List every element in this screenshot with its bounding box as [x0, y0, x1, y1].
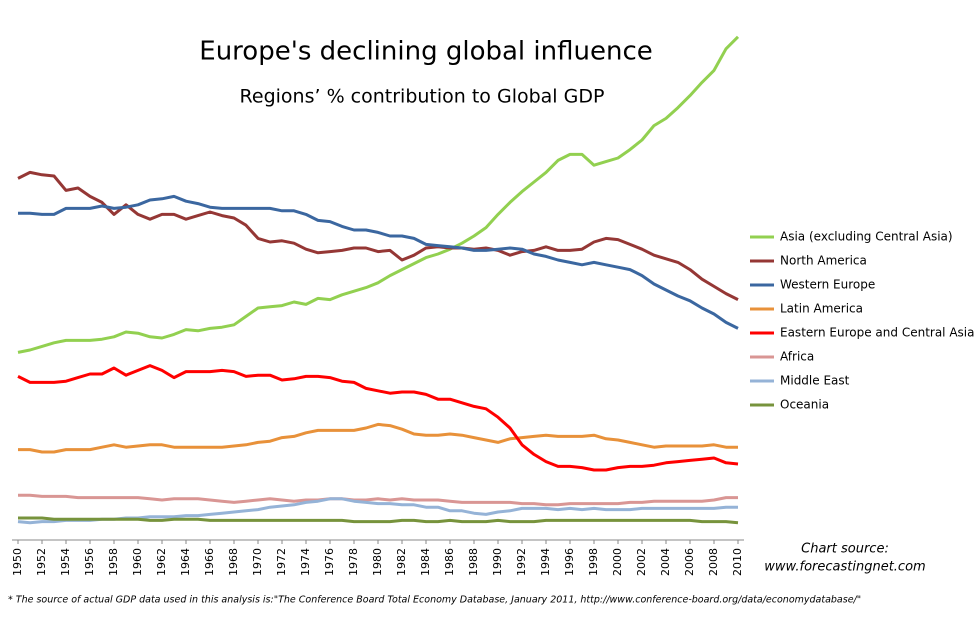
- legend-label: Latin America: [780, 302, 863, 316]
- x-tick-label: 1952: [35, 548, 48, 576]
- x-tick-label: 2004: [659, 548, 672, 576]
- series-line: [18, 493, 738, 507]
- series-line: [17, 170, 739, 301]
- footnote: * The source of actual GDP data used in …: [8, 595, 861, 606]
- legend-label: Eastern Europe and Central Asia: [780, 326, 974, 340]
- x-tick-label: 1974: [299, 548, 312, 576]
- series-line: [18, 194, 739, 330]
- x-tick-label: 1970: [251, 548, 264, 576]
- x-tick-label: 1998: [587, 548, 600, 576]
- x-tick-label: 1976: [323, 548, 336, 576]
- x-tick-label: 2010: [731, 548, 744, 576]
- x-tick-label: 1950: [11, 548, 24, 576]
- legend-label: Western Europe: [780, 278, 875, 292]
- series-line: [18, 516, 739, 525]
- x-tick-label: 1972: [275, 548, 288, 576]
- x-tick-label: 2008: [707, 548, 720, 576]
- x-tick-label: 1964: [179, 548, 192, 576]
- chart-subtitle: Regions’ % contribution to Global GDP: [240, 86, 605, 108]
- x-tick-label: 1994: [539, 548, 552, 576]
- x-tick-label: 1992: [515, 548, 528, 576]
- source-label: Chart source:: [801, 542, 889, 557]
- x-tick-label: 1954: [59, 548, 72, 576]
- legend-label: Africa: [780, 350, 814, 364]
- source-url: www.forecastingnet.com: [764, 560, 925, 575]
- legend-label: Asia (excluding Central Asia): [780, 230, 953, 244]
- x-tick-label: 1982: [395, 548, 408, 576]
- legend-label: Middle East: [780, 374, 850, 388]
- x-tick-label: 1958: [107, 548, 120, 576]
- x-tick-label: 1962: [155, 548, 168, 576]
- x-tick-label: 1990: [491, 548, 504, 576]
- series-line: [17, 364, 739, 472]
- chart-title: Europe's declining global influence: [199, 37, 652, 67]
- x-tick-label: 1980: [371, 548, 384, 576]
- x-tick-label: 2006: [683, 548, 696, 576]
- x-tick-label: 1960: [131, 548, 144, 576]
- legend-label: Oceania: [780, 398, 829, 412]
- x-tick-label: 1984: [419, 548, 432, 576]
- x-tick-label: 1978: [347, 548, 360, 576]
- x-tick-label: 1968: [227, 548, 240, 576]
- x-tick-label: 1956: [83, 548, 96, 576]
- x-tick-label: 1966: [203, 548, 216, 576]
- x-tick-label: 2000: [611, 548, 624, 576]
- x-tick-label: 2002: [635, 548, 648, 576]
- legend-label: North America: [780, 254, 867, 268]
- x-tick-label: 1996: [563, 548, 576, 576]
- series-line: [18, 422, 738, 454]
- x-tick-label: 1988: [467, 548, 480, 576]
- series-line: [17, 35, 740, 354]
- x-tick-label: 1986: [443, 548, 456, 576]
